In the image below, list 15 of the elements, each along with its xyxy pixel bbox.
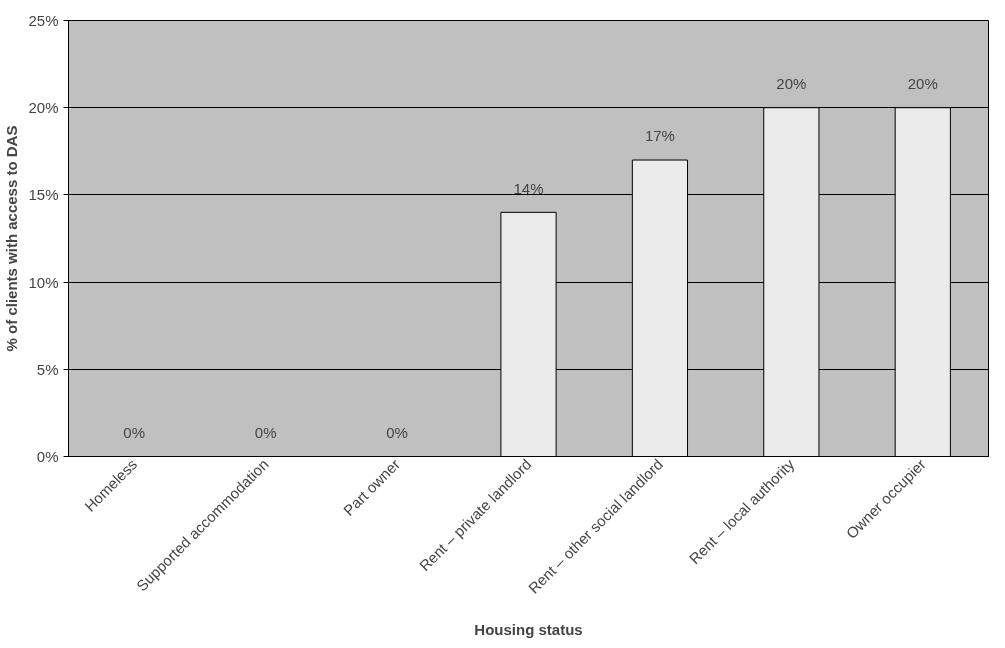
data-label: 20% <box>776 75 807 92</box>
y-tick-label: 20% <box>28 99 59 117</box>
data-label: 17% <box>644 127 675 145</box>
x-axis-title: Housing status <box>474 620 583 638</box>
data-label: 0% <box>254 423 277 441</box>
y-tick-label: 0% <box>36 448 59 465</box>
data-label: 20% <box>907 75 938 92</box>
y-tick-label: 10% <box>28 273 59 291</box>
data-label: 0% <box>123 423 146 441</box>
data-label: 0% <box>386 423 408 441</box>
y-tick-label: 5% <box>36 360 59 378</box>
y-tick-label: 25% <box>28 12 59 29</box>
y-axis-title: % of clients with access to DAS <box>3 125 21 352</box>
y-tick-label: 15% <box>28 186 59 204</box>
data-label: 14% <box>513 179 544 197</box>
